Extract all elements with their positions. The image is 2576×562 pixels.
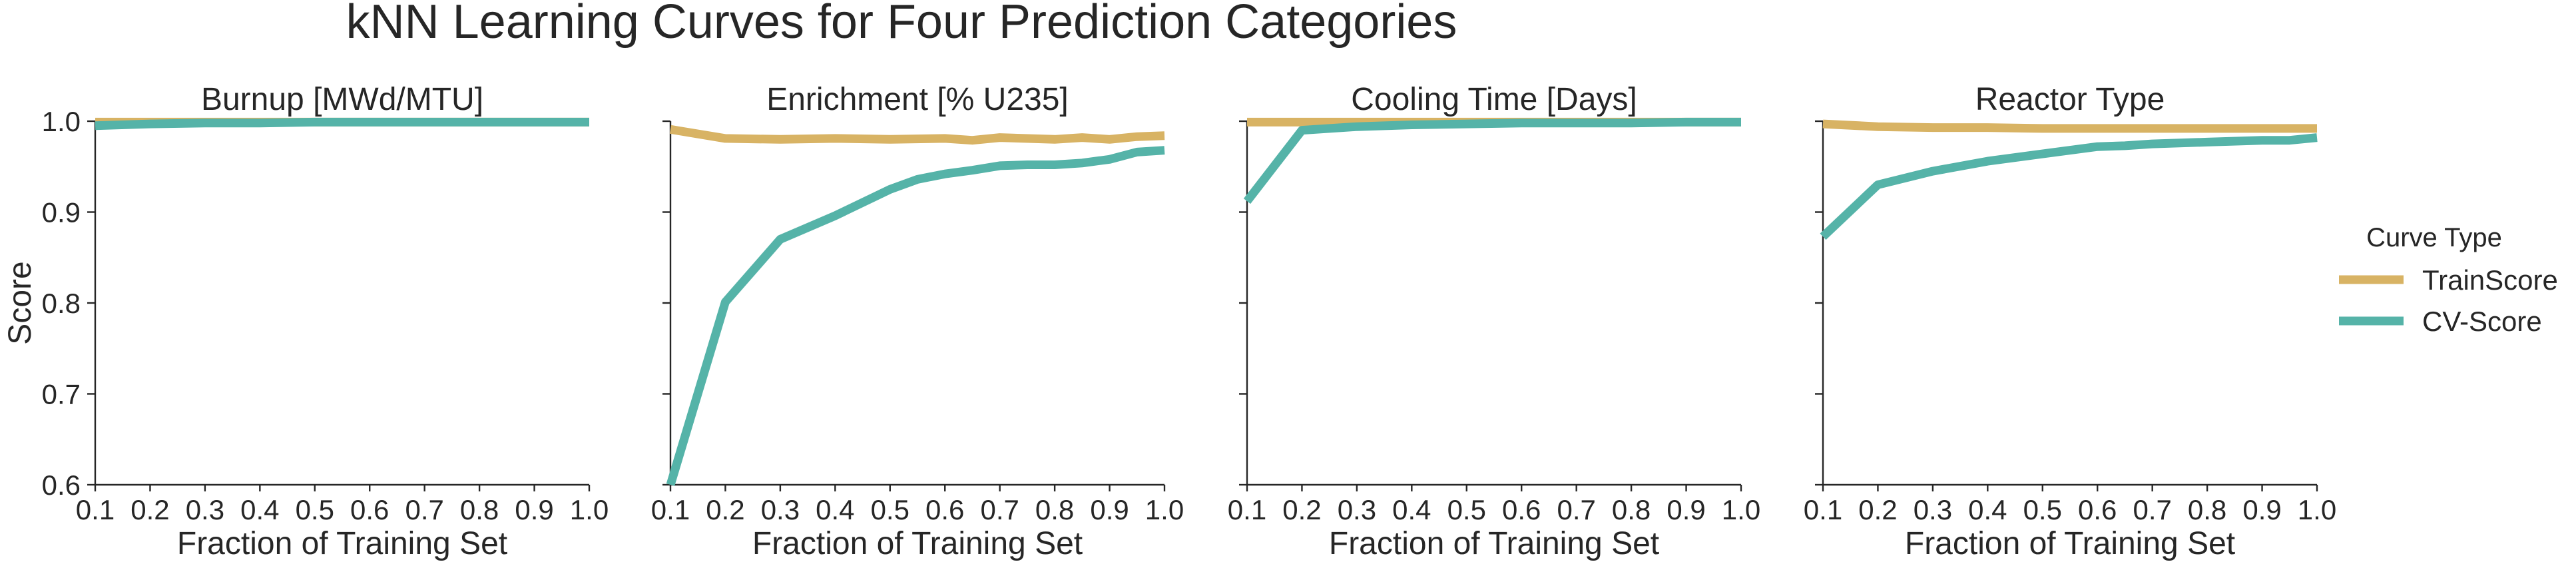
x-tick-label: 0.9 (1667, 494, 1705, 525)
x-tick-label: 0.1 (1804, 494, 1842, 525)
x-tick-label: 0.5 (296, 494, 334, 525)
legend-title: Curve Type (2366, 223, 2502, 252)
x-tick-label: 0.7 (2133, 494, 2171, 525)
x-tick-label: 0.3 (186, 494, 224, 525)
x-tick-label: 0.5 (871, 494, 909, 525)
y-tick-label: 0.8 (42, 288, 81, 319)
legend-label-trainscore: TrainScore (2422, 264, 2558, 296)
x-tick-label: 1.0 (570, 494, 609, 525)
subplot-title: Enrichment [% U235] (766, 82, 1069, 117)
x-tick-label: 0.1 (651, 494, 690, 525)
x-tick-label: 0.8 (460, 494, 499, 525)
x-tick-label: 0.3 (1338, 494, 1376, 525)
x-tick-label: 0.6 (1502, 494, 1541, 525)
legend: Curve Type TrainScore CV-Score (2339, 223, 2558, 337)
x-tick-label: 0.8 (1612, 494, 1651, 525)
x-axis-label: Fraction of Training Set (177, 526, 507, 561)
x-axis-label: Fraction of Training Set (752, 526, 1083, 561)
x-tick-label: 0.2 (130, 494, 169, 525)
x-tick-label: 0.1 (1228, 494, 1266, 525)
y-axis-label: Score (3, 261, 38, 344)
x-tick-label: 0.8 (2188, 494, 2226, 525)
subplot-3: Cooling Time [Days] 0.1 0.2 0.3 0.4 0.5 0.6 0.7… (1228, 82, 1760, 561)
subplot-grid: Burnup [MWd/MTU] 0.6 0.7 0.8 0.9 1.0 0.1 0.2 0.3… (3, 82, 2336, 561)
x-tick-label: 0.7 (1557, 494, 1595, 525)
series-line-cvscore (1820, 133, 2318, 240)
x-tick-label: 0.9 (515, 494, 553, 525)
x-tick-label: 0.9 (2242, 494, 2281, 525)
x-tick-label: 1.0 (1145, 494, 1184, 525)
x-tick-label: 0.4 (1392, 494, 1431, 525)
y-tick-label: 0.9 (42, 197, 81, 228)
subplot-title: Reactor Type (1975, 82, 2165, 117)
figure-title: kNN Learning Curves for Four Prediction … (346, 0, 1457, 49)
x-tick-label: 0.5 (2023, 494, 2062, 525)
x-tick-label: 0.3 (761, 494, 800, 525)
x-tick-label: 0.3 (1914, 494, 1952, 525)
series-line-cvscore (666, 146, 1165, 486)
y-tick-label: 0.7 (42, 379, 81, 410)
x-tick-label: 0.5 (1447, 494, 1486, 525)
subplot-4: Reactor Type 0.1 0.2 0.3 0.4 0.5 0.6 0.7 0.8 0.9 1… (1804, 82, 2336, 561)
y-tick-label: 1.0 (42, 106, 81, 137)
x-tick-label: 0.4 (1968, 494, 2007, 525)
x-tick-label: 0.7 (405, 494, 443, 525)
x-tick-label: 0.6 (350, 494, 389, 525)
series-line-cvscore (1243, 117, 1741, 204)
x-tick-label: 0.1 (76, 494, 115, 525)
x-tick-label: 0.8 (1035, 494, 1074, 525)
x-tick-label: 0.9 (1090, 494, 1129, 525)
x-tick-label: 0.2 (1282, 494, 1321, 525)
subplot-1: Burnup [MWd/MTU] 0.6 0.7 0.8 0.9 1.0 0.1 0.2 0.3… (3, 82, 609, 561)
x-tick-label: 0.2 (706, 494, 744, 525)
x-tick-label: 0.6 (2078, 494, 2117, 525)
series-line-trainscore (669, 125, 1165, 145)
series-line-cvscore (95, 117, 589, 131)
x-tick-label: 0.2 (1858, 494, 1897, 525)
x-tick-label: 0.4 (240, 494, 279, 525)
x-tick-label: 0.4 (816, 494, 854, 525)
x-axis-label: Fraction of Training Set (1905, 526, 2235, 561)
y-tick-label: 0.6 (42, 469, 81, 501)
x-tick-label: 1.0 (2298, 494, 2336, 525)
subplot-title: Burnup [MWd/MTU] (201, 82, 483, 117)
x-tick-label: 0.7 (980, 494, 1019, 525)
series-line-trainscore (1822, 119, 2317, 133)
legend-label-cvscore: CV-Score (2422, 306, 2542, 337)
x-tick-label: 1.0 (1722, 494, 1760, 525)
subplot-2: Enrichment [% U235] 0.1 0.2 0.3 0.4 0.5 0.6 0.7… (651, 82, 1184, 561)
x-axis-label: Fraction of Training Set (1329, 526, 1659, 561)
subplot-title: Cooling Time [Days] (1351, 82, 1637, 117)
x-tick-label: 0.6 (925, 494, 964, 525)
